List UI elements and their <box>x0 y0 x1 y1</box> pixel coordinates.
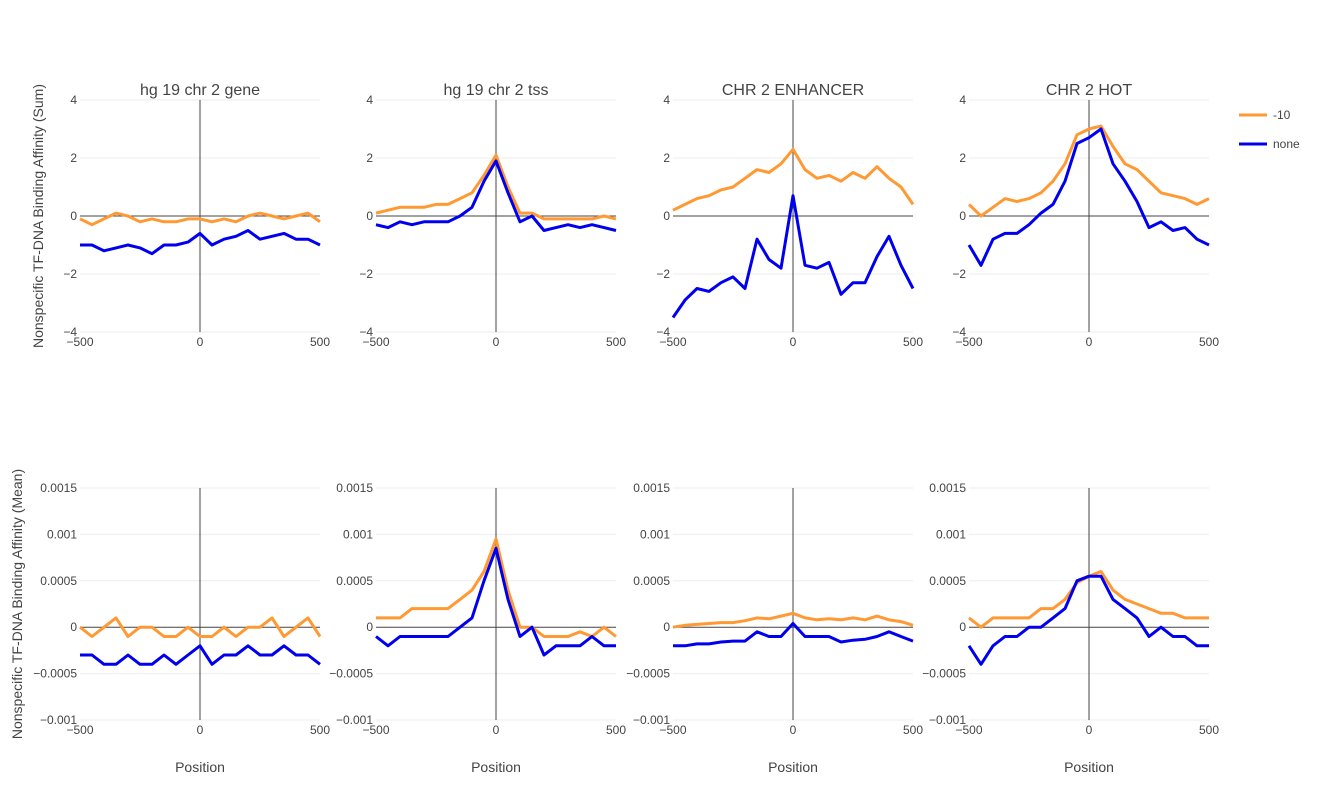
x-tick-label: −500 <box>659 723 686 737</box>
x-tick-label: −500 <box>66 335 93 349</box>
y-tick-label: 0.001 <box>936 527 966 541</box>
y-tick-label: −2 <box>359 267 373 281</box>
panel-title: CHR 2 ENHANCER <box>722 82 864 99</box>
y-axis-title: Nonspecific TF-DNA Binding Affinity (Sum… <box>30 84 46 348</box>
y-tick-label: 0.0015 <box>40 481 77 495</box>
series-line-none <box>375 546 616 657</box>
y-tick-label: 4 <box>366 93 373 107</box>
y-tick-label: 0.0015 <box>633 481 670 495</box>
x-tick-label: 500 <box>903 723 923 737</box>
x-tick-label: −500 <box>362 335 389 349</box>
y-tick-label: 2 <box>959 151 966 165</box>
legend-label: -10 <box>1273 108 1291 122</box>
x-axis-title: Position <box>1064 759 1114 775</box>
y-tick-label: −4 <box>952 325 966 339</box>
y-tick-label: 0 <box>70 209 77 223</box>
series-line-minus10 <box>79 616 322 638</box>
x-tick-label: −500 <box>362 723 389 737</box>
y-axis-title: Nonspecific TF-DNA Binding Affinity (Mea… <box>9 469 25 739</box>
x-tick-label: −500 <box>659 335 686 349</box>
series-line-none <box>80 229 321 256</box>
series-line-none <box>673 622 914 648</box>
x-tick-label: 500 <box>606 723 626 737</box>
y-tick-label: 0.0005 <box>929 574 966 588</box>
y-tick-label: 0.0015 <box>336 481 373 495</box>
series-line-minus10 <box>79 211 321 227</box>
y-tick-label: 0 <box>70 620 77 634</box>
x-tick-label: 500 <box>903 335 923 349</box>
y-tick-label: 0 <box>366 209 373 223</box>
x-tick-label: 0 <box>1086 723 1093 737</box>
y-tick-label: −4 <box>63 325 77 339</box>
y-tick-label: −2 <box>63 267 77 281</box>
panel-title: hg 19 chr 2 tss <box>444 82 549 99</box>
y-tick-label: 4 <box>663 93 670 107</box>
y-tick-label: −0.0005 <box>33 667 77 681</box>
y-tick-label: 0.0005 <box>336 574 373 588</box>
series-line-minus10 <box>375 153 617 221</box>
series-line-minus10 <box>672 147 915 212</box>
x-tick-label: 500 <box>310 723 330 737</box>
x-tick-label: 0 <box>790 723 797 737</box>
y-tick-label: −0.0005 <box>329 667 373 681</box>
y-tick-label: −4 <box>656 325 670 339</box>
y-tick-label: 0 <box>663 620 670 634</box>
series-line-none <box>967 127 1210 267</box>
y-tick-label: 0 <box>959 209 966 223</box>
legend-label: none <box>1273 137 1300 151</box>
series-line-minus10 <box>967 124 1210 218</box>
y-tick-label: −2 <box>952 267 966 281</box>
y-tick-label: 0 <box>663 209 670 223</box>
x-tick-label: 0 <box>1086 335 1093 349</box>
y-tick-label: −0.0005 <box>922 667 966 681</box>
y-tick-label: 0.001 <box>47 527 77 541</box>
y-tick-label: −0.001 <box>633 713 670 727</box>
x-axis-title: Position <box>175 759 225 775</box>
y-tick-label: 4 <box>959 93 966 107</box>
y-tick-label: 0.0015 <box>929 481 966 495</box>
y-tick-label: −0.001 <box>929 713 966 727</box>
y-tick-label: 2 <box>663 151 670 165</box>
series-line-none <box>80 644 321 666</box>
y-tick-label: −0.001 <box>336 713 373 727</box>
x-axis-title: Position <box>471 759 521 775</box>
x-axis-title: Position <box>768 759 818 775</box>
x-tick-label: 0 <box>197 723 204 737</box>
x-tick-label: 0 <box>197 335 204 349</box>
y-tick-label: −0.001 <box>40 713 77 727</box>
x-tick-label: 500 <box>1199 723 1219 737</box>
x-tick-label: 500 <box>310 335 330 349</box>
x-tick-label: 0 <box>790 335 797 349</box>
y-tick-label: 2 <box>70 151 77 165</box>
y-tick-label: 0.0005 <box>40 574 77 588</box>
x-tick-label: 0 <box>493 723 500 737</box>
x-tick-label: −500 <box>955 335 982 349</box>
y-tick-label: −0.0005 <box>626 667 670 681</box>
y-tick-label: 0 <box>366 620 373 634</box>
y-tick-label: −2 <box>656 267 670 281</box>
x-tick-label: 0 <box>493 335 500 349</box>
x-tick-label: −500 <box>955 723 982 737</box>
series-line-none <box>375 159 617 232</box>
y-tick-label: 0.001 <box>640 527 670 541</box>
x-tick-label: 500 <box>606 335 626 349</box>
series-line-none <box>967 574 1209 666</box>
y-tick-label: 4 <box>70 93 77 107</box>
y-tick-label: 2 <box>366 151 373 165</box>
panel-title: hg 19 chr 2 gene <box>140 82 260 99</box>
y-tick-label: 0.001 <box>343 527 373 541</box>
y-tick-label: −4 <box>359 325 373 339</box>
x-tick-label: −500 <box>66 723 93 737</box>
y-tick-label: 0 <box>959 620 966 634</box>
series-line-minus10 <box>672 611 914 629</box>
series-line-none <box>671 194 915 319</box>
series-line-minus10 <box>376 537 617 638</box>
panel-title: CHR 2 HOT <box>1046 82 1132 99</box>
y-tick-label: 0.0005 <box>633 574 670 588</box>
x-tick-label: 500 <box>1199 335 1219 349</box>
